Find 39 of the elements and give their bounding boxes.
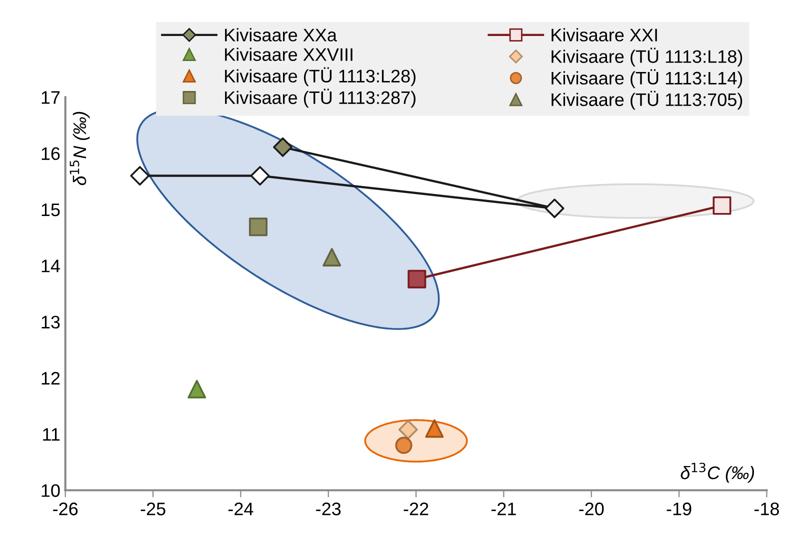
x-tick-label: -19	[666, 502, 692, 516]
point	[322, 248, 342, 266]
point	[188, 380, 206, 398]
x-tick-label: -26	[53, 502, 78, 516]
point	[425, 419, 444, 438]
x-tick-label: -21	[491, 502, 516, 516]
y-tick-label: 11	[43, 428, 60, 441]
y-axis-title: δ$^{15}$N (‰)	[70, 112, 90, 186]
x-tick-label: -24	[228, 502, 254, 516]
legend-label: Kivisaare XXa	[225, 28, 337, 42]
x-tick-label: -25	[140, 502, 166, 516]
point	[712, 196, 732, 215]
point	[408, 270, 426, 288]
y-tick-label: 15	[42, 204, 60, 216]
y-tick-label: 10	[42, 484, 60, 497]
legend-label: Kivisaare (TÜ 1113:L28)	[225, 67, 416, 86]
y-tick-label: 16	[42, 147, 60, 160]
legend-label: Kivisaare (TÜ 1113:L14)	[552, 69, 742, 88]
point	[395, 436, 412, 454]
point	[130, 166, 150, 186]
y-tick-label: 17	[42, 91, 60, 104]
y-tick-label: 14	[42, 260, 60, 272]
x-tick-label: -20	[579, 502, 604, 516]
point	[398, 420, 418, 440]
legend-label: Kivisaare (TÜ 1113:705)	[552, 90, 742, 110]
point	[248, 218, 268, 236]
legend-label: Kivisaare XXVIII	[225, 48, 352, 61]
x-tick-label: -22	[404, 502, 428, 516]
legend-label: Kivisaare (TÜ 1113:287)	[225, 88, 416, 108]
x-tick-label: -18	[754, 502, 779, 516]
y-tick-label: 12	[42, 372, 60, 384]
x-tick-label: -23	[316, 502, 341, 516]
legend-label: Kivisaare XXI	[552, 28, 657, 42]
point	[273, 137, 293, 157]
point	[250, 166, 270, 186]
y-tick-label: 13	[42, 316, 60, 329]
point	[544, 198, 564, 218]
legend-label: Kivisaare (TÜ 1113:L18)	[552, 48, 742, 67]
x-axis-title: δ$^{13}$C (‰)	[680, 462, 754, 483]
